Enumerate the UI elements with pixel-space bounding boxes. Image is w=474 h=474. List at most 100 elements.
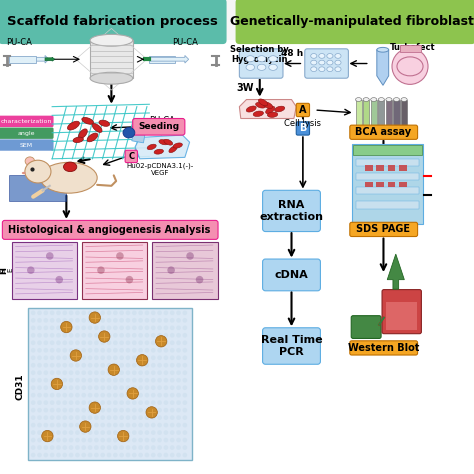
- Ellipse shape: [386, 98, 392, 101]
- Circle shape: [31, 438, 36, 442]
- Circle shape: [46, 252, 54, 260]
- Ellipse shape: [73, 137, 83, 143]
- Circle shape: [69, 333, 73, 337]
- Circle shape: [107, 326, 111, 330]
- Circle shape: [75, 356, 80, 360]
- Circle shape: [44, 423, 48, 428]
- Circle shape: [176, 378, 181, 383]
- Circle shape: [107, 385, 111, 390]
- Circle shape: [44, 385, 48, 390]
- Circle shape: [164, 445, 168, 450]
- Circle shape: [119, 370, 124, 375]
- Circle shape: [63, 415, 67, 420]
- Circle shape: [94, 318, 99, 323]
- Circle shape: [37, 423, 42, 428]
- FancyArrow shape: [45, 57, 55, 61]
- Circle shape: [113, 445, 118, 450]
- Circle shape: [145, 385, 149, 390]
- Circle shape: [50, 408, 55, 412]
- Circle shape: [119, 385, 124, 390]
- Ellipse shape: [159, 140, 168, 145]
- Ellipse shape: [82, 118, 93, 124]
- Circle shape: [164, 326, 168, 330]
- Circle shape: [176, 326, 181, 330]
- Circle shape: [44, 348, 48, 353]
- Circle shape: [31, 385, 36, 390]
- Circle shape: [126, 326, 130, 330]
- Text: &
E: & E: [0, 267, 14, 273]
- Circle shape: [37, 408, 42, 412]
- Circle shape: [146, 407, 157, 418]
- Circle shape: [138, 423, 143, 428]
- Circle shape: [100, 453, 105, 457]
- Circle shape: [69, 445, 73, 450]
- Circle shape: [138, 333, 143, 337]
- Circle shape: [88, 356, 92, 360]
- Circle shape: [51, 378, 63, 390]
- Circle shape: [94, 445, 99, 450]
- Circle shape: [82, 363, 86, 368]
- Circle shape: [69, 408, 73, 412]
- Circle shape: [176, 318, 181, 323]
- Text: Scaffold fabrication process: Scaffold fabrication process: [7, 15, 218, 28]
- Circle shape: [82, 348, 86, 353]
- FancyBboxPatch shape: [350, 222, 418, 237]
- Circle shape: [164, 356, 168, 360]
- Circle shape: [186, 252, 194, 260]
- Circle shape: [75, 378, 80, 383]
- Circle shape: [56, 378, 61, 383]
- Circle shape: [176, 333, 181, 337]
- Circle shape: [138, 378, 143, 383]
- Circle shape: [108, 364, 119, 375]
- Ellipse shape: [67, 121, 80, 130]
- Circle shape: [113, 363, 118, 368]
- Circle shape: [151, 340, 155, 345]
- Ellipse shape: [257, 56, 266, 62]
- Circle shape: [107, 310, 111, 315]
- Bar: [388, 182, 395, 187]
- Circle shape: [50, 326, 55, 330]
- Circle shape: [113, 393, 118, 398]
- Circle shape: [50, 348, 55, 353]
- Circle shape: [94, 438, 99, 442]
- Circle shape: [145, 363, 149, 368]
- Circle shape: [126, 430, 130, 435]
- Circle shape: [56, 400, 61, 405]
- Circle shape: [145, 393, 149, 398]
- Circle shape: [44, 400, 48, 405]
- Circle shape: [107, 445, 111, 450]
- Circle shape: [107, 393, 111, 398]
- Ellipse shape: [319, 54, 325, 58]
- Circle shape: [82, 333, 86, 337]
- Circle shape: [138, 438, 143, 442]
- Circle shape: [94, 333, 99, 337]
- Circle shape: [119, 400, 124, 405]
- Circle shape: [75, 363, 80, 368]
- Circle shape: [151, 423, 155, 428]
- Circle shape: [44, 378, 48, 383]
- Circle shape: [164, 370, 168, 375]
- Circle shape: [164, 415, 168, 420]
- Circle shape: [119, 408, 124, 412]
- Circle shape: [50, 415, 55, 420]
- Text: BCA assay: BCA assay: [356, 127, 411, 137]
- Circle shape: [164, 340, 168, 345]
- Circle shape: [63, 363, 67, 368]
- Circle shape: [170, 363, 174, 368]
- Circle shape: [170, 348, 174, 353]
- Circle shape: [113, 400, 118, 405]
- Circle shape: [50, 430, 55, 435]
- Circle shape: [100, 415, 105, 420]
- Circle shape: [132, 310, 137, 315]
- Circle shape: [55, 276, 63, 283]
- Circle shape: [119, 453, 124, 457]
- Ellipse shape: [22, 172, 26, 174]
- Bar: [371, 100, 377, 126]
- Circle shape: [151, 385, 155, 390]
- Ellipse shape: [99, 120, 109, 127]
- FancyBboxPatch shape: [0, 0, 227, 44]
- Ellipse shape: [255, 102, 266, 108]
- Circle shape: [94, 370, 99, 375]
- Circle shape: [100, 445, 105, 450]
- Circle shape: [63, 423, 67, 428]
